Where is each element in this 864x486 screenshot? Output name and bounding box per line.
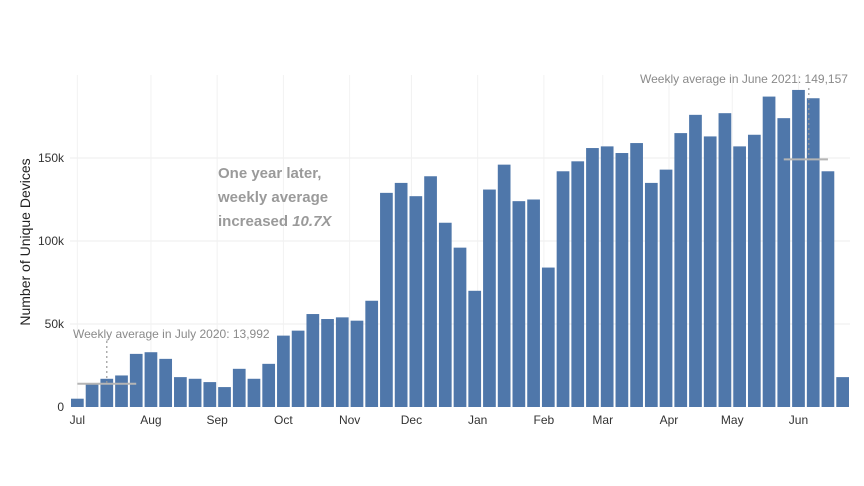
x-tick-label: Jan (468, 413, 487, 427)
bars (71, 89, 849, 408)
bar (644, 182, 658, 407)
bar (188, 378, 202, 407)
bar (806, 98, 820, 408)
bar (703, 136, 717, 408)
bar (85, 383, 99, 407)
bar (777, 118, 791, 407)
callout-line-3-prefix: increased (218, 213, 292, 230)
bar (159, 358, 173, 407)
callout-emphasis: 10.7X (292, 213, 332, 230)
bar (792, 89, 805, 407)
callout-line-3: increased 10.7X (218, 213, 332, 230)
y-tick-label: 100k (38, 234, 65, 248)
y-tick-label: 150k (38, 151, 65, 165)
bar (438, 222, 452, 407)
bar (71, 398, 84, 407)
bar (394, 182, 408, 407)
bar (409, 196, 423, 407)
y-tick-label: 50k (45, 317, 65, 331)
bar (468, 290, 482, 407)
bar (277, 335, 290, 407)
bar (218, 387, 231, 407)
bar (659, 169, 673, 407)
bar (630, 143, 643, 407)
bar (527, 199, 540, 407)
bar (836, 377, 849, 407)
y-axis-ticks: 0 50k 100k 150k (38, 151, 65, 414)
bar (306, 314, 320, 407)
bar (689, 114, 702, 407)
bar (203, 382, 217, 407)
bar (321, 319, 334, 407)
july-average-label: Weekly average in July 2020: 13,992 (73, 327, 270, 341)
bar (556, 171, 570, 407)
x-tick-label: Sep (206, 413, 228, 427)
x-tick-label: Apr (660, 413, 679, 427)
bar (733, 146, 746, 407)
x-tick-label: Aug (140, 413, 161, 427)
bar (129, 353, 143, 407)
bar (586, 148, 599, 408)
x-tick-label: Dec (401, 413, 422, 427)
x-tick-label: Mar (592, 413, 613, 427)
bar (424, 176, 437, 407)
callout-line-1: One year later, (218, 165, 321, 182)
x-tick-label: May (721, 413, 744, 427)
x-axis-ticks: Jul Aug Sep Oct Nov Dec Jan Feb Mar Apr May Jun (70, 413, 808, 427)
bar (232, 368, 246, 407)
bar (291, 330, 305, 407)
x-tick-label: Feb (534, 413, 555, 427)
bar (541, 267, 555, 407)
callout-line-2: weekly average (217, 189, 328, 206)
bar (100, 378, 114, 407)
bar (747, 134, 761, 407)
x-tick-label: Nov (339, 413, 360, 427)
bar (762, 96, 776, 407)
bar (453, 247, 467, 407)
bar (600, 146, 614, 407)
bar (262, 363, 276, 407)
bar (512, 201, 526, 407)
bar (615, 153, 629, 407)
bar (718, 113, 732, 408)
bar (483, 189, 496, 407)
bar (350, 320, 364, 407)
bar (335, 317, 349, 407)
bar (144, 352, 158, 407)
x-tick-label: Oct (274, 413, 293, 427)
average-markers (77, 88, 828, 385)
x-tick-label: Jul (70, 413, 85, 427)
y-axis-label: Number of Unique Devices (17, 158, 33, 325)
bar (365, 300, 379, 407)
bar (821, 171, 835, 407)
bar (380, 192, 393, 407)
bar (115, 375, 128, 407)
bar (571, 161, 585, 407)
x-tick-label: Jun (789, 413, 808, 427)
bar (174, 377, 187, 407)
bar (497, 164, 511, 407)
june-average-label: Weekly average in June 2021: 149,157 (640, 72, 848, 86)
y-tick-label: 0 (57, 400, 64, 414)
bar (247, 378, 261, 407)
bar (674, 133, 688, 407)
